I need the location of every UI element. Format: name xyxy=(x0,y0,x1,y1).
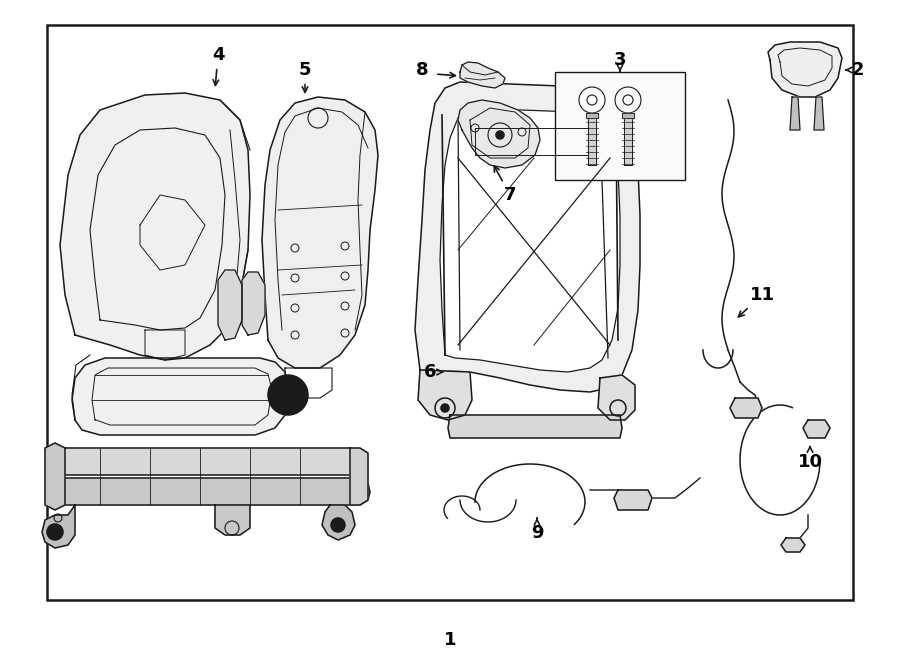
Polygon shape xyxy=(440,108,620,372)
Polygon shape xyxy=(588,118,596,165)
Polygon shape xyxy=(72,358,288,435)
Text: 3: 3 xyxy=(614,51,626,71)
Circle shape xyxy=(331,518,345,532)
Polygon shape xyxy=(242,272,265,335)
Text: 6: 6 xyxy=(424,363,443,381)
Circle shape xyxy=(496,131,504,139)
Circle shape xyxy=(268,375,308,415)
Text: 1: 1 xyxy=(444,631,456,649)
Polygon shape xyxy=(458,100,540,168)
Polygon shape xyxy=(322,505,355,540)
Polygon shape xyxy=(586,113,598,118)
Polygon shape xyxy=(418,370,472,420)
Text: 8: 8 xyxy=(416,61,428,79)
Polygon shape xyxy=(350,448,368,505)
Polygon shape xyxy=(218,270,242,340)
Text: 4: 4 xyxy=(212,46,224,85)
Text: 10: 10 xyxy=(797,447,823,471)
Polygon shape xyxy=(215,505,250,535)
Polygon shape xyxy=(460,62,505,88)
Polygon shape xyxy=(622,113,634,118)
Polygon shape xyxy=(624,118,632,165)
Bar xyxy=(555,72,685,180)
Polygon shape xyxy=(262,97,378,368)
Circle shape xyxy=(47,524,63,540)
Text: 7: 7 xyxy=(494,166,517,204)
Polygon shape xyxy=(55,478,370,505)
Polygon shape xyxy=(42,505,75,548)
Polygon shape xyxy=(55,448,360,475)
Polygon shape xyxy=(614,490,652,510)
Polygon shape xyxy=(730,398,762,418)
Text: 2: 2 xyxy=(846,61,864,79)
Polygon shape xyxy=(45,443,65,510)
Polygon shape xyxy=(60,93,250,360)
Polygon shape xyxy=(598,375,635,420)
Polygon shape xyxy=(803,420,830,438)
Text: 5: 5 xyxy=(299,61,311,93)
Polygon shape xyxy=(814,97,824,130)
Polygon shape xyxy=(448,415,622,438)
Polygon shape xyxy=(768,42,842,97)
Text: 9: 9 xyxy=(531,518,544,542)
Bar xyxy=(47,25,853,600)
Polygon shape xyxy=(781,538,805,552)
Text: 11: 11 xyxy=(738,286,775,317)
Circle shape xyxy=(441,404,449,412)
Polygon shape xyxy=(790,97,800,130)
Polygon shape xyxy=(415,82,640,392)
